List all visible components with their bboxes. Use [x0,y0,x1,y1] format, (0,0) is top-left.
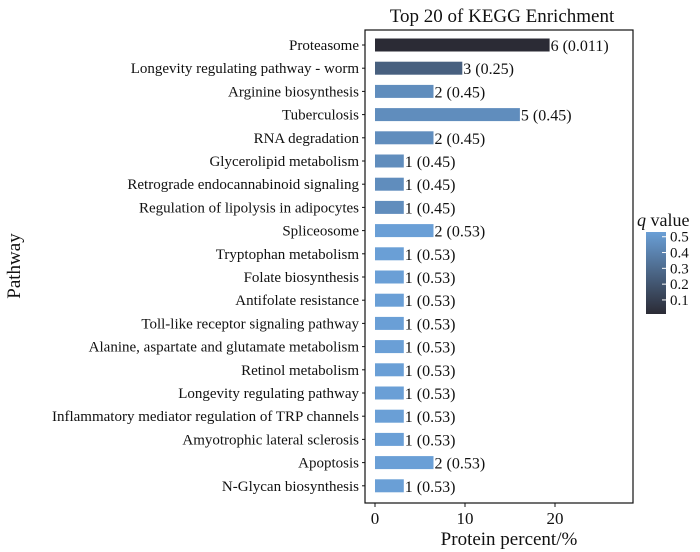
data-label: 2 (0.53) [435,224,486,241]
bar [375,386,404,400]
bar [375,200,404,214]
bar [375,247,404,261]
bar [375,270,404,284]
legend-tick-label: 0.2 [670,277,689,293]
data-label: 2 (0.53) [435,456,486,473]
category-label: Alanine, aspartate and glutamate metabol… [89,340,360,356]
legend-ticks: 0.50.40.30.20.1 [662,230,689,309]
plot-panel-border [364,29,634,504]
data-label: 3 (0.25) [463,61,514,78]
data-label: 5 (0.45) [521,108,572,125]
legend-colorbar [646,232,666,314]
category-label: Antifolate resistance [235,293,359,309]
category-label: Glycerolipid metabolism [209,154,359,170]
bar [375,340,404,354]
bar [375,432,404,446]
data-label: 1 (0.45) [405,154,456,171]
bar [375,293,404,307]
data-label: 2 (0.45) [435,84,486,101]
x-tick-label: 0 [371,509,380,528]
category-label: Retrograde endocannabinoid signaling [127,177,359,193]
bar [375,131,434,145]
legend-tick-label: 0.1 [670,293,689,309]
bar [375,177,404,191]
bar [375,224,434,238]
bar [375,479,404,493]
data-label: 1 (0.45) [405,200,456,217]
category-label: Regulation of lipolysis in adipocytes [139,200,359,216]
category-label: Proteasome [289,38,359,54]
category-label: Arginine biosynthesis [228,84,359,100]
y-axis-title: Pathway [4,233,25,299]
x-tick-label: 10 [457,509,474,528]
data-label: 1 (0.53) [405,409,456,426]
category-label: Longevity regulating pathway - worm [131,61,360,77]
data-label: 6 (0.011) [551,38,609,55]
category-label: Folate biosynthesis [244,270,360,286]
category-label: Toll-like receptor signaling pathway [141,316,359,332]
bar [375,316,404,330]
data-label: 1 (0.53) [405,293,456,310]
category-label: Longevity regulating pathway [178,386,359,402]
legend-title-rest: value [646,210,689,230]
legend-tick-label: 0.3 [670,261,689,277]
legend-tick-label: 0.5 [670,230,689,246]
category-label: Inflammatory mediator regulation of TRP … [52,409,359,425]
data-label: 1 (0.53) [405,432,456,449]
data-label: 1 (0.53) [405,340,456,357]
legend: q value 0.50.40.30.20.1 [637,210,689,314]
category-label: N-Glycan biosynthesis [222,479,359,495]
chart-title: Top 20 of KEGG Enrichment [390,6,615,27]
bar [375,456,434,470]
legend-tick-label: 0.4 [670,246,689,262]
data-label: 1 (0.53) [405,316,456,333]
bar [375,38,550,52]
bar [375,108,520,122]
bar [375,61,463,75]
x-tick-label: 20 [547,509,564,528]
bar [375,84,434,98]
bar [375,154,404,168]
category-label: Retinol metabolism [241,363,359,379]
bar [375,409,404,423]
data-label: 1 (0.53) [405,363,456,380]
data-label: 1 (0.53) [405,386,456,403]
data-label: 1 (0.53) [405,247,456,264]
category-label: Spliceosome [282,224,359,240]
category-label: RNA degradation [254,131,360,147]
x-axis-title: Protein percent/% [441,529,578,550]
category-label: Amyotrophic lateral sclerosis [182,432,359,448]
category-label: Apoptosis [298,456,359,472]
x-axis-ticks: 0 10 20 [371,503,564,528]
data-label: 1 (0.45) [405,177,456,194]
data-label: 1 (0.53) [405,270,456,287]
legend-title: q value [637,210,689,230]
data-label: 2 (0.45) [435,131,486,148]
bar [375,363,404,377]
legend-title-italic: q [637,210,646,230]
data-label: 1 (0.53) [405,479,456,496]
category-label: Tryptophan metabolism [216,247,360,263]
bar-layer: Proteasome 6 (0.011) Longevity regulating … [52,38,609,496]
category-label: Tuberculosis [282,108,359,124]
